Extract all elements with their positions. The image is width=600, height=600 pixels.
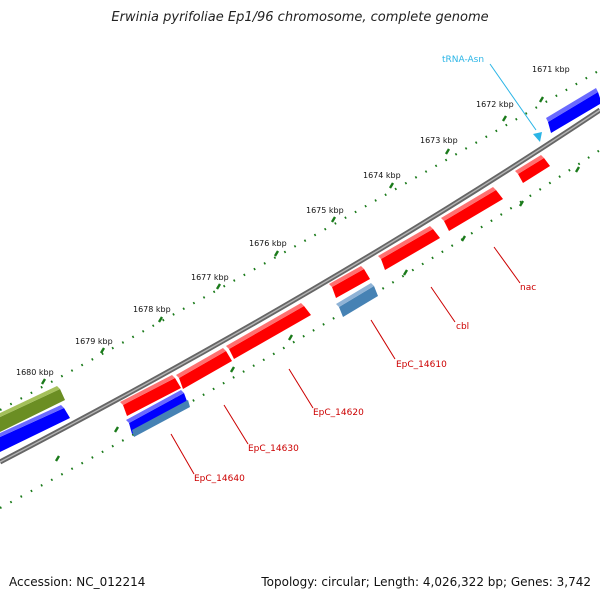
scale-label: 1675 kbp [306, 206, 344, 215]
scale-label: 1678 kbp [133, 305, 171, 314]
major-tick [287, 334, 294, 341]
major-tick [273, 250, 280, 257]
gene-arrow-epc14630 [179, 351, 232, 389]
feature-label-cbl: cbl [456, 322, 469, 332]
scale-labels: 1671 kbp 1672 kbp 1673 kbp 1674 kbp 1675… [16, 65, 570, 377]
feature-label-epc14630: EpC_14630 [248, 444, 299, 454]
outer-minor-tick-track [0, 69, 600, 411]
gene-arrow-top [120, 375, 175, 405]
gene-arrow-top [336, 283, 374, 307]
scale-label: 1677 kbp [191, 273, 229, 282]
gene-arrow-epc14610 [332, 269, 370, 298]
outer-major-ticks [40, 96, 545, 385]
major-tick [54, 455, 61, 462]
leader-lines [170, 63, 537, 475]
trna-leader-line [489, 63, 537, 131]
gene-arrow-red [518, 158, 550, 183]
gene-arrow-top [226, 303, 304, 349]
major-tick [40, 378, 47, 385]
topology-text: Topology: circular; Length: 4,026,322 bp… [261, 575, 591, 589]
scale-label: 1679 kbp [75, 337, 113, 346]
major-tick [518, 200, 525, 207]
major-tick [460, 235, 467, 242]
major-tick [215, 283, 222, 290]
epc14610-leader-line [370, 319, 396, 360]
scale-label: 1673 kbp [420, 136, 458, 145]
gene-arrow-blue [0, 408, 70, 452]
feature-label-epc14620: EpC_14620 [313, 408, 364, 418]
feature-labels: tRNA-Asn nac cbl EpC_14610 EpC_14620 EpC… [194, 55, 536, 484]
gene-arrows [0, 88, 600, 452]
gene-arrow-olive [0, 389, 65, 432]
gene-arrow-top [329, 266, 364, 287]
epc14640-leader-line [170, 433, 195, 475]
inner-minor-tick-track [0, 149, 600, 509]
major-tick [330, 216, 337, 223]
epc14630-leader-line [223, 404, 249, 445]
feature-label-epc14610: EpC_14610 [396, 360, 447, 370]
feature-label-nac: nac [520, 283, 536, 293]
gene-arrow-nac [444, 190, 503, 231]
major-tick [157, 316, 164, 323]
gene-arrow-top [546, 88, 598, 122]
chromosome-backbone-highlight [0, 109, 600, 463]
feature-label-trna-asn: tRNA-Asn [442, 55, 484, 65]
major-tick [402, 269, 409, 276]
major-tick [501, 115, 508, 122]
gene-arrow-top [0, 405, 64, 437]
major-tick [574, 166, 581, 173]
major-tick [388, 182, 395, 189]
scale-label: 1674 kbp [363, 171, 401, 180]
major-tick [113, 426, 120, 433]
gene-arrow-top [515, 155, 544, 174]
gene-arrow-top [378, 226, 433, 259]
gene-arrow-blue [548, 92, 600, 133]
scale-label: 1676 kbp [249, 239, 287, 248]
epc14620-leader-line [288, 368, 314, 409]
major-tick [99, 347, 106, 354]
gene-arrow-steel [132, 400, 190, 437]
gene-arrow-cbl [381, 229, 440, 270]
scale-label: 1672 kbp [476, 100, 514, 109]
major-tick [538, 96, 545, 103]
major-tick [229, 366, 236, 373]
cbl-leader-line [430, 286, 456, 323]
scale-label: 1671 kbp [532, 65, 570, 74]
gene-arrow-steel [339, 286, 378, 317]
major-tick [444, 148, 451, 155]
feature-label-epc14640: EpC_14640 [194, 474, 245, 484]
gene-arrow-epc14640 [123, 378, 181, 416]
gene-arrow-top [176, 348, 226, 378]
accession-text: Accession: NC_012214 [9, 575, 146, 589]
gene-arrow-top [441, 187, 496, 221]
gene-arrow-top [126, 390, 184, 423]
genome-title: Erwinia pyrifoliae Ep1/96 chromosome, co… [111, 10, 489, 25]
nac-leader-line [493, 246, 521, 284]
gene-arrow-top [0, 386, 60, 417]
scale-label: 1680 kbp [16, 368, 54, 377]
trna-marker [533, 132, 542, 142]
chromosome-backbone [0, 107, 600, 465]
gene-arrow-epc14620 [229, 306, 311, 359]
